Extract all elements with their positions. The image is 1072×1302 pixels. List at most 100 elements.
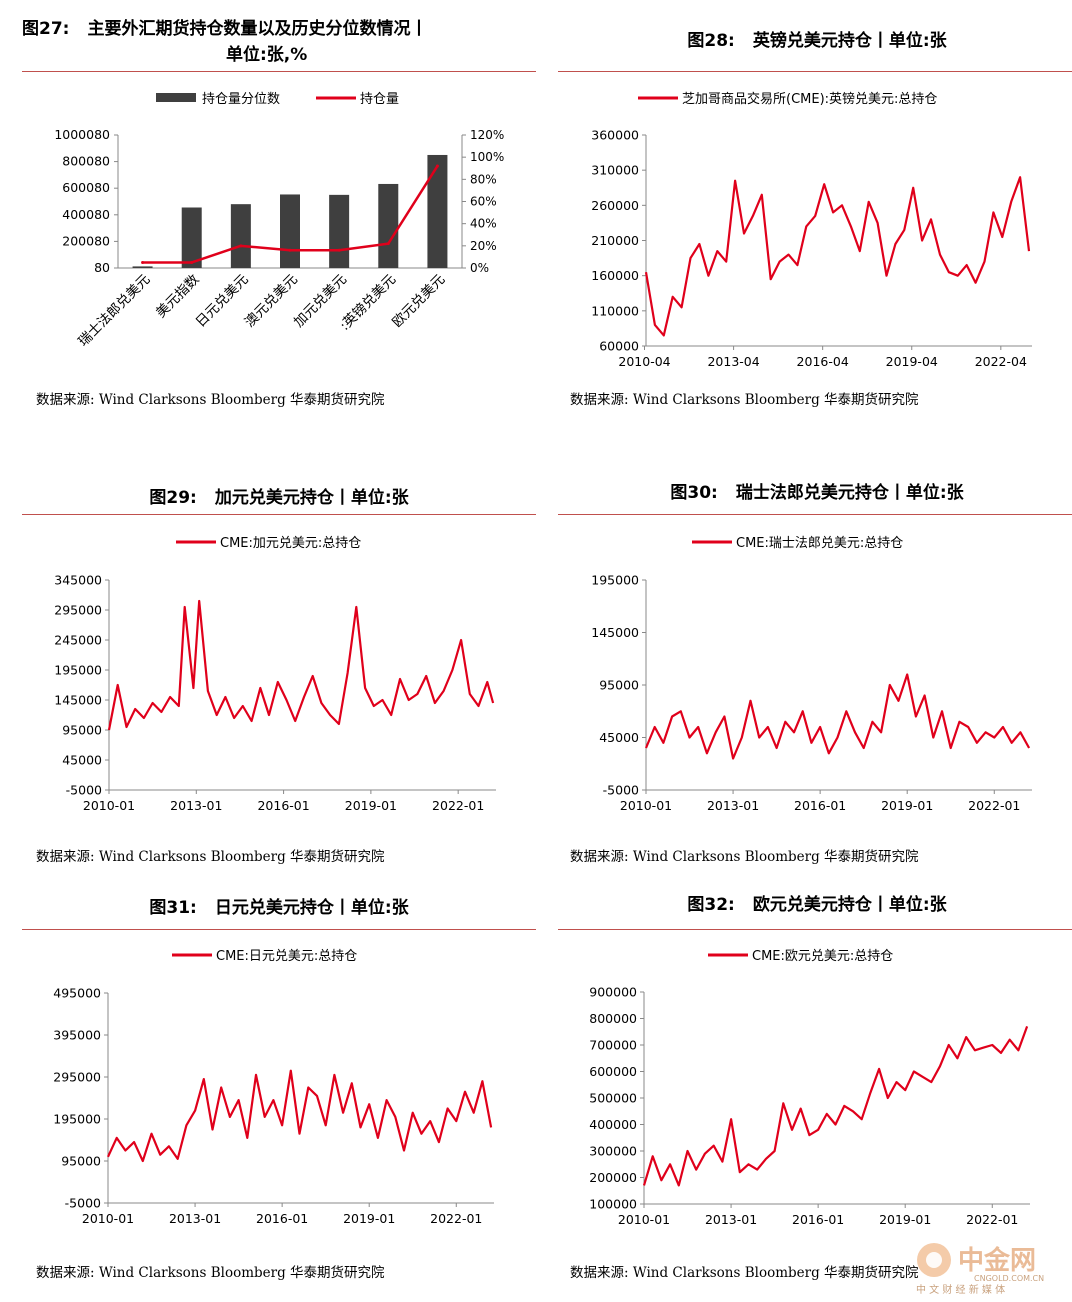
y-right-tick-label: 0% <box>470 261 489 275</box>
series-line <box>644 673 1031 760</box>
legend-bar-label: 持仓量分位数 <box>202 92 280 107</box>
figure-29-title: 图29: 加元兑美元持仓丨单位:张 <box>149 488 409 508</box>
figure-31-chart: CME:日元兑美元:总持仓 -5000 95000 195000 295000 39500… <box>53 949 494 1226</box>
y-tick-label: 700000 <box>589 1038 637 1053</box>
figure-32-rule <box>558 929 1072 930</box>
x-tick-label: 2013-01 <box>170 798 222 813</box>
line-point <box>141 260 145 264</box>
figure-27-title-line1: 图27: 主要外汇期货持仓数量以及历史分位数情况丨 <box>22 19 428 39</box>
y-tick-label: 260000 <box>591 198 639 213</box>
figure-29-chart: CME:加元兑美元:总持仓 -5000 45000 95000 145000 195000… <box>54 536 496 813</box>
x-category-label: 欧元兑美元 <box>389 272 448 331</box>
y-tick-label: 95000 <box>62 723 102 738</box>
x-tick-label: 2019-01 <box>343 1211 395 1226</box>
y-tick-label: 245000 <box>54 633 102 648</box>
y-tick-label: 295000 <box>54 603 102 618</box>
y-tick-label: 800000 <box>589 1011 637 1026</box>
y-tick-label: 495000 <box>53 986 101 1001</box>
x-tick-label: 2010-01 <box>82 1211 134 1226</box>
x-tick-label: 2010-04 <box>618 354 670 369</box>
y-tick-label: 210000 <box>591 233 639 248</box>
figure-27-rule <box>22 71 536 72</box>
y-left-tick-label: 600080 <box>62 180 110 195</box>
figure-28-chart: 芝加哥商品交易所(CME):英镑兑美元:总持仓 60000 110000 160000… <box>591 91 1032 369</box>
y-tick-label: 145000 <box>54 693 102 708</box>
y-tick-label: 45000 <box>599 730 639 745</box>
line-point <box>386 242 390 246</box>
legend-label: CME:瑞士法郎兑美元:总持仓 <box>736 536 903 551</box>
x-category-label: 美元指数 <box>153 271 203 321</box>
cngold-watermark-logo: 中金网 CNGOLD.COM.CN 中 文 财 经 新 媒 体 <box>916 1243 1044 1296</box>
bar <box>427 154 448 268</box>
bar <box>230 204 251 268</box>
x-tick-label: 2019-01 <box>879 1212 931 1227</box>
line-point <box>337 248 341 252</box>
x-tick-label: 2019-01 <box>345 798 397 813</box>
bar <box>132 266 153 268</box>
figure-30-number: 图30: <box>670 483 718 503</box>
series-line <box>107 1069 493 1163</box>
y-right-tick-label: 120% <box>470 128 504 142</box>
figure-29-number: 图29: <box>149 488 197 508</box>
y-tick-label: 100000 <box>589 1197 637 1212</box>
figure-29-source: 数据来源: Wind Clarksons Bloomberg 华泰期货研究院 <box>36 849 385 865</box>
x-category-label: 日元兑美元 <box>193 272 252 331</box>
y-tick-label: 145000 <box>591 625 639 640</box>
legend-label: 芝加哥商品交易所(CME):英镑兑美元:总持仓 <box>682 91 937 107</box>
y-tick-label: 195000 <box>54 663 102 678</box>
legend-label: CME:加元兑美元:总持仓 <box>220 536 361 551</box>
figure-28-rule <box>558 71 1072 72</box>
y-tick-label: 45000 <box>62 753 102 768</box>
bar <box>181 207 202 268</box>
figure-31-title: 图31: 日元兑美元持仓丨单位:张 <box>149 898 409 918</box>
watermark-name: 中金网 <box>958 1245 1036 1276</box>
y-tick-label: 500000 <box>589 1091 637 1106</box>
y-tick-label: 60000 <box>599 339 639 354</box>
y-tick-label: 395000 <box>53 1028 101 1043</box>
y-tick-label: 110000 <box>591 303 639 318</box>
y-tick-label: 900000 <box>589 985 637 1000</box>
figure-28-number: 图28: <box>687 31 735 51</box>
x-tick-label: 2013-04 <box>707 354 759 369</box>
x-tick-label: 2022-01 <box>432 798 484 813</box>
y-left-tick-label: 200080 <box>62 233 110 248</box>
figure-27-title-line2: 单位:张,% <box>226 45 308 65</box>
x-tick-label: 2022-01 <box>430 1211 482 1226</box>
figure-31-source: 数据来源: Wind Clarksons Bloomberg 华泰期货研究院 <box>36 1265 385 1281</box>
y-left-tick-label: 800080 <box>62 154 110 169</box>
x-tick-label: 2013-01 <box>169 1211 221 1226</box>
figure-30-rule <box>558 514 1072 515</box>
x-tick-label: 2013-01 <box>705 1212 757 1227</box>
y-tick-label: 400000 <box>589 1117 637 1132</box>
y-right-tick-label: 100% <box>470 150 504 164</box>
y-right-tick-label: 40% <box>470 217 497 231</box>
line-point <box>190 260 194 264</box>
figure-32-number: 图32: <box>687 895 735 915</box>
y-tick-label: 160000 <box>591 268 639 283</box>
x-tick-label: 2016-01 <box>792 1212 844 1227</box>
x-tick-label: 2016-04 <box>797 354 849 369</box>
bar <box>280 194 300 268</box>
figure-29-rule <box>22 514 536 515</box>
y-tick-label: 195000 <box>591 573 639 588</box>
line-point <box>435 164 439 168</box>
x-tick-label: 2010-01 <box>620 798 672 813</box>
x-tick-label: 2022-01 <box>968 798 1020 813</box>
figure-31-rule <box>22 929 536 930</box>
y-tick-label: -5000 <box>603 783 639 798</box>
y-right-tick-label: 80% <box>470 172 497 186</box>
y-tick-label: -5000 <box>66 783 102 798</box>
y-tick-label: 95000 <box>599 678 639 693</box>
y-tick-label: 600000 <box>589 1064 637 1079</box>
x-tick-label: 2010-01 <box>618 1212 670 1227</box>
x-tick-label: 2016-01 <box>794 798 846 813</box>
y-tick-label: 345000 <box>54 573 102 588</box>
y-tick-label: -5000 <box>65 1196 101 1211</box>
figure-28-source: 数据来源: Wind Clarksons Bloomberg 华泰期货研究院 <box>570 392 919 408</box>
figure-32-chart: CME:欧元兑美元:总持仓 100000 200000 300000 400000 500… <box>589 949 1030 1227</box>
x-tick-label: 2010-01 <box>83 798 135 813</box>
x-tick-label: 2016-01 <box>256 1211 308 1226</box>
y-tick-label: 310000 <box>591 163 639 178</box>
line-point <box>288 248 292 252</box>
x-category-label: 瑞士法郎兑美元 <box>75 272 153 350</box>
